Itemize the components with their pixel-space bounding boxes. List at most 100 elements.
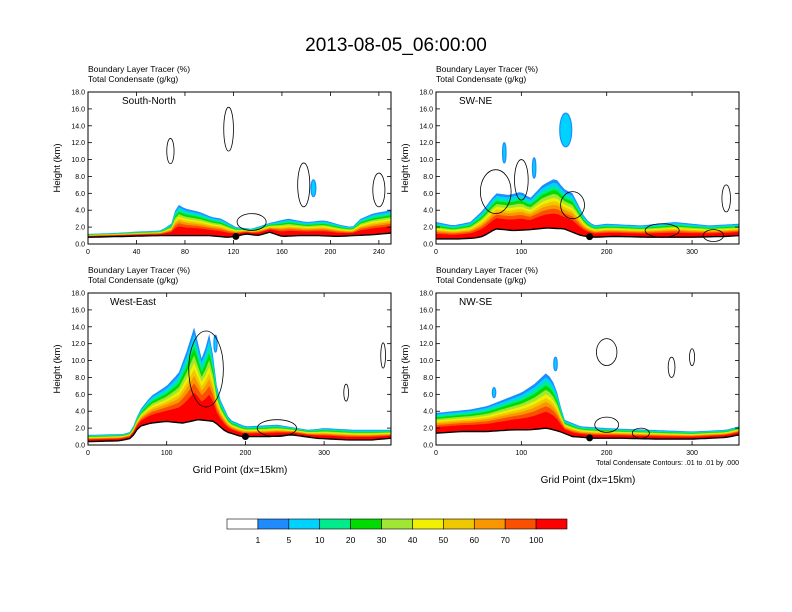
colorbar-swatch bbox=[443, 518, 475, 530]
y-tick-label: 16.0 bbox=[419, 307, 433, 314]
colorbar-swatch bbox=[535, 518, 568, 530]
location-marker bbox=[241, 433, 249, 441]
colorbar-label: 70 bbox=[500, 535, 510, 545]
colorbar-swatch bbox=[350, 518, 382, 530]
condensate-contour bbox=[343, 383, 349, 402]
panel-left-title-1: Boundary Layer Tracer (%) bbox=[436, 265, 538, 275]
panel-left-title-2: Total Condensate (g/kg) bbox=[436, 275, 526, 285]
colorbar-swatch bbox=[319, 518, 351, 530]
y-axis-label: Height (km) bbox=[400, 344, 411, 393]
plot-frame bbox=[87, 292, 392, 446]
location-marker bbox=[232, 232, 240, 240]
plot-frame bbox=[435, 91, 740, 245]
location-marker bbox=[586, 233, 594, 241]
x-tick-label: 300 bbox=[686, 249, 698, 256]
condensate-contour bbox=[479, 169, 512, 214]
panel-south-north: Boundary Layer Tracer (%) Total Condensa… bbox=[52, 64, 392, 256]
condensate-contour bbox=[223, 106, 234, 152]
terrain-fill bbox=[436, 228, 739, 244]
x-tick-label: 200 bbox=[601, 249, 613, 256]
colorbar-swatch bbox=[257, 518, 290, 530]
y-tick-label: 12.0 bbox=[419, 140, 433, 147]
colorbar-label: 60 bbox=[470, 535, 480, 545]
x-tick-label: 200 bbox=[601, 450, 613, 457]
y-tick-label: 16.0 bbox=[419, 106, 433, 113]
colorbar-swatch bbox=[473, 518, 506, 530]
panel-left-title-1: Boundary Layer Tracer (%) bbox=[88, 265, 190, 275]
x-tick-label: 0 bbox=[434, 450, 438, 457]
x-tick-label: 200 bbox=[325, 249, 337, 256]
y-tick-label: 6.0 bbox=[423, 392, 433, 399]
y-tick-label: 18.0 bbox=[419, 291, 433, 298]
condensate-contour bbox=[380, 342, 386, 369]
condensate-contour bbox=[644, 223, 680, 238]
panel-sw-ne: Boundary Layer Tracer (%) Total Condensa… bbox=[400, 64, 740, 256]
x-tick-label: 300 bbox=[686, 450, 698, 457]
condensate-contour bbox=[297, 162, 311, 208]
x-tick-label: 40 bbox=[133, 249, 141, 256]
y-tick-label: 0.0 bbox=[423, 242, 433, 249]
tracer-blob bbox=[501, 142, 507, 164]
x-tick-label: 80 bbox=[181, 249, 189, 256]
condensate-contour bbox=[188, 330, 224, 408]
colorbar-label: 100 bbox=[529, 535, 543, 545]
y-tick-label: 14.0 bbox=[71, 324, 85, 331]
panel-left-title-2: Total Condensate (g/kg) bbox=[88, 275, 178, 285]
plot-body bbox=[436, 112, 739, 244]
y-tick-label: 10.0 bbox=[71, 358, 85, 365]
colorbar-label: 10 bbox=[315, 535, 325, 545]
y-tick-label: 2.0 bbox=[423, 426, 433, 433]
x-tick-label: 0 bbox=[86, 249, 90, 256]
y-axis-label: Height (km) bbox=[52, 143, 63, 192]
condensate-contour bbox=[514, 159, 529, 201]
terrain-line bbox=[88, 231, 391, 238]
panel-left-title-1: Boundary Layer Tracer (%) bbox=[436, 64, 538, 74]
condensate-contour bbox=[631, 427, 650, 439]
y-tick-label: 6.0 bbox=[75, 392, 85, 399]
panel-left-title-2: Total Condensate (g/kg) bbox=[88, 74, 178, 84]
colorbar-label: 20 bbox=[346, 535, 356, 545]
x-axis-label: Grid Point (dx=15km) bbox=[541, 475, 636, 486]
contour-note: Total Condensate Contours: .01 to .01 by… bbox=[596, 460, 739, 467]
condensate-contour bbox=[560, 191, 585, 220]
colorbar-label: 30 bbox=[377, 535, 387, 545]
plot-body bbox=[88, 327, 391, 445]
x-tick-label: 100 bbox=[161, 450, 173, 457]
condensate-contour bbox=[236, 213, 267, 231]
y-tick-label: 2.0 bbox=[75, 225, 85, 232]
y-tick-label: 18.0 bbox=[419, 90, 433, 97]
location-marker bbox=[586, 434, 594, 442]
condensate-contour bbox=[596, 338, 618, 367]
y-tick-label: 8.0 bbox=[75, 174, 85, 181]
x-axis-label: Grid Point (dx=15km) bbox=[193, 465, 288, 476]
condensate-contour bbox=[689, 348, 696, 367]
y-tick-label: 0.0 bbox=[75, 242, 85, 249]
x-tick-label: 120 bbox=[228, 249, 240, 256]
x-tick-label: 100 bbox=[516, 450, 528, 457]
colorbar-swatch bbox=[226, 518, 259, 530]
x-tick-label: 100 bbox=[516, 249, 528, 256]
y-tick-label: 0.0 bbox=[75, 443, 85, 450]
x-tick-label: 0 bbox=[434, 249, 438, 256]
panel-left-title-1: Boundary Layer Tracer (%) bbox=[88, 64, 190, 74]
y-tick-label: 10.0 bbox=[419, 358, 433, 365]
colorbar: 1 5 10 20 30 40 50 60 70 100 bbox=[226, 518, 568, 545]
colorbar-label: 5 bbox=[286, 535, 291, 545]
y-tick-label: 16.0 bbox=[71, 307, 85, 314]
y-tick-label: 2.0 bbox=[423, 225, 433, 232]
y-tick-label: 14.0 bbox=[419, 324, 433, 331]
condensate-contour bbox=[256, 419, 297, 437]
condensate-contour bbox=[667, 356, 676, 378]
plot-area: 0.0 2.0 4.0 6.0 8.0 10.0 12.0 14.0 16.0 18.0 0 100 2… bbox=[419, 291, 740, 457]
y-tick-label: 12.0 bbox=[71, 140, 85, 147]
terrain-fill bbox=[88, 232, 391, 244]
y-tick-label: 8.0 bbox=[75, 375, 85, 382]
x-tick-label: 0 bbox=[86, 450, 90, 457]
y-tick-label: 4.0 bbox=[75, 208, 85, 215]
panel-label: South-North bbox=[122, 96, 176, 107]
terrain-line bbox=[88, 418, 391, 443]
tracer-blob bbox=[553, 356, 558, 372]
panel-label: SW-NE bbox=[459, 96, 492, 107]
panel-west-east: Boundary Layer Tracer (%) Total Condensa… bbox=[52, 265, 392, 476]
tracer-blob bbox=[559, 112, 573, 148]
